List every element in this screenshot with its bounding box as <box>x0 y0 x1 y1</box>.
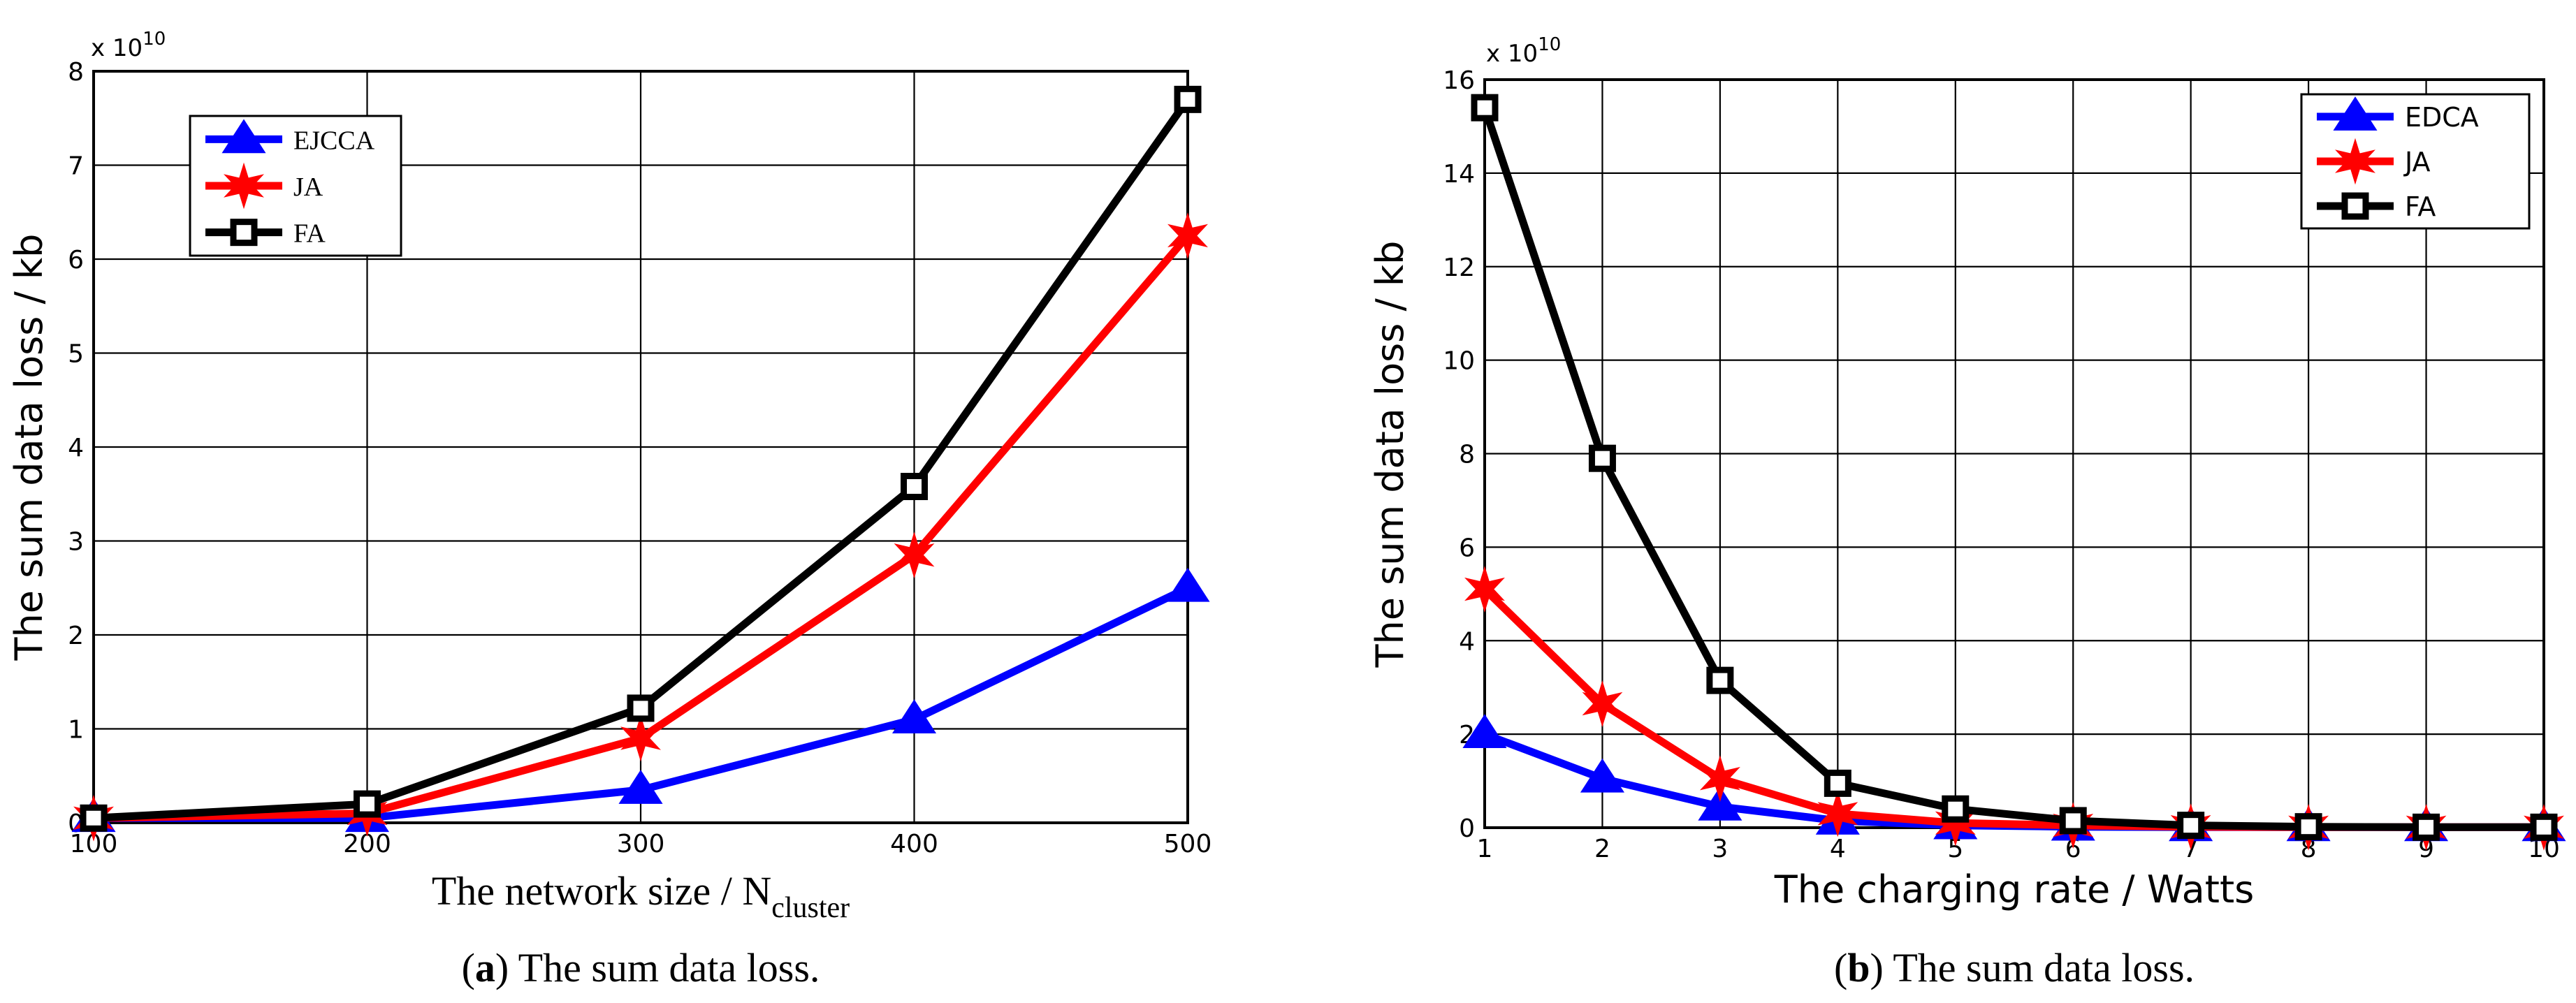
legend-label: JA <box>293 173 323 202</box>
data-point-ja <box>1464 566 1505 613</box>
x-axis-label-main: The charging rate / Watts <box>1774 867 2255 912</box>
data-point-fa <box>901 472 928 500</box>
data-point-ejcca <box>618 770 663 804</box>
series-ja <box>1464 566 2564 851</box>
x-axis-label: The network size / Ncluster <box>432 868 850 924</box>
data-point-fa <box>80 804 108 832</box>
data-point-fa <box>1942 795 1970 823</box>
y-tick-label: 2 <box>68 622 84 650</box>
legend-swatch-marker <box>2333 96 2378 131</box>
data-point-edca <box>1580 758 1624 793</box>
series-fa <box>1471 94 2558 841</box>
x-axis-label-subscript: cluster <box>771 892 850 924</box>
data-point-fa <box>2413 813 2440 841</box>
x-tick-label: 5 <box>1947 835 1963 863</box>
y-tick-label: 16 <box>1443 66 1475 95</box>
x-axis-label: The charging rate / Watts <box>1774 867 2255 912</box>
data-point-fa <box>1174 85 1202 113</box>
data-point-fa <box>2530 813 2558 841</box>
legend-swatch-marker <box>2335 138 2375 185</box>
x-tick-label: 6 <box>2065 835 2081 863</box>
y-tick-label: 3 <box>68 528 84 557</box>
caption-text: The sum data loss. <box>509 945 820 990</box>
data-point-fa <box>2059 807 2087 835</box>
x-tick-label: 500 <box>1164 830 1212 858</box>
caption-letter: b <box>1847 945 1870 990</box>
legend-swatch-marker <box>230 219 258 247</box>
x-tick-label: 3 <box>1712 835 1728 863</box>
legend-swatch-marker <box>2341 192 2369 220</box>
y-tick-label: 8 <box>1459 441 1475 469</box>
legend-label: EDCA <box>2405 102 2479 133</box>
data-point-fa <box>1471 94 1499 122</box>
x-tick-label: 400 <box>890 830 938 858</box>
y-exponent-base: x 10 <box>91 34 143 62</box>
x-tick-label: 2 <box>1594 835 1610 863</box>
data-point-ja <box>1699 755 1740 803</box>
x-tick-label: 4 <box>1830 835 1846 863</box>
data-point-fa <box>354 790 381 818</box>
y-tick-label: 0 <box>1459 814 1475 843</box>
y-tick-label: 14 <box>1443 160 1475 189</box>
caption-close-paren: ) <box>495 945 509 990</box>
x-tick-label: 300 <box>617 830 665 858</box>
y-exponent-power: 10 <box>1538 34 1561 55</box>
data-point-edca <box>1698 786 1742 821</box>
y-exponent-base: x 10 <box>1486 40 1538 68</box>
y-tick-label: 8 <box>68 58 84 87</box>
y-axis-label: The sum data loss / kb <box>7 234 51 661</box>
data-point-fa <box>1588 444 1616 472</box>
data-point-ejcca <box>1165 567 1210 602</box>
y-tick-label: 10 <box>1443 347 1475 376</box>
data-point-ja <box>1167 212 1208 259</box>
y-exponent-label: x 1010 <box>1486 34 1561 68</box>
data-point-ja <box>894 532 935 579</box>
data-point-ja <box>1582 680 1623 728</box>
caption-open-paren: ( <box>462 945 475 990</box>
figure-caption: (a) The sum data loss. <box>462 945 820 990</box>
legend-swatch-marker <box>221 119 266 154</box>
caption-letter: a <box>475 945 495 990</box>
x-tick-label: 1 <box>1477 835 1493 863</box>
caption-close-paren: ) <box>1870 945 1884 990</box>
y-tick-label: 6 <box>1459 534 1475 562</box>
y-tick-label: 5 <box>68 340 84 369</box>
y-tick-label: 7 <box>68 152 84 181</box>
data-point-ja <box>1817 790 1858 837</box>
y-tick-label: 6 <box>68 246 84 274</box>
legend: EDCA JA FA <box>2300 93 2531 230</box>
legend-label: JA <box>2403 147 2431 177</box>
y-tick-label: 4 <box>1459 627 1475 656</box>
y-exponent-label: x 1010 <box>91 29 166 62</box>
legend-label: FA <box>293 219 326 249</box>
y-tick-label: 4 <box>68 434 84 462</box>
data-point-fa <box>1706 666 1734 694</box>
data-point-edca <box>1462 714 1507 749</box>
data-point-ja <box>620 715 661 762</box>
series-fa <box>80 85 1202 832</box>
figure-caption: (b) The sum data loss. <box>1834 945 2195 990</box>
legend: EJCCA JA FA <box>189 115 402 257</box>
x-axis-label-main: The network size / N <box>432 868 771 914</box>
y-tick-label: 1 <box>68 716 84 745</box>
legend-swatch-marker <box>224 162 264 210</box>
data-point-fa <box>627 694 655 722</box>
data-point-fa <box>2294 813 2322 841</box>
legend-label: EJCCA <box>293 126 375 155</box>
y-tick-label: 12 <box>1443 254 1475 282</box>
caption-text: The sum data loss. <box>1884 945 2195 990</box>
data-point-fa <box>2177 812 2205 840</box>
data-point-fa <box>1824 769 1851 797</box>
data-point-ejcca <box>892 699 937 733</box>
legend-label: FA <box>2405 191 2436 222</box>
caption-open-paren: ( <box>1834 945 1847 990</box>
series-line-fa <box>1480 106 2544 831</box>
plot-frame <box>92 70 1189 824</box>
y-exponent-power: 10 <box>143 29 166 50</box>
y-axis-label: The sum data loss / kb <box>1368 241 1412 668</box>
